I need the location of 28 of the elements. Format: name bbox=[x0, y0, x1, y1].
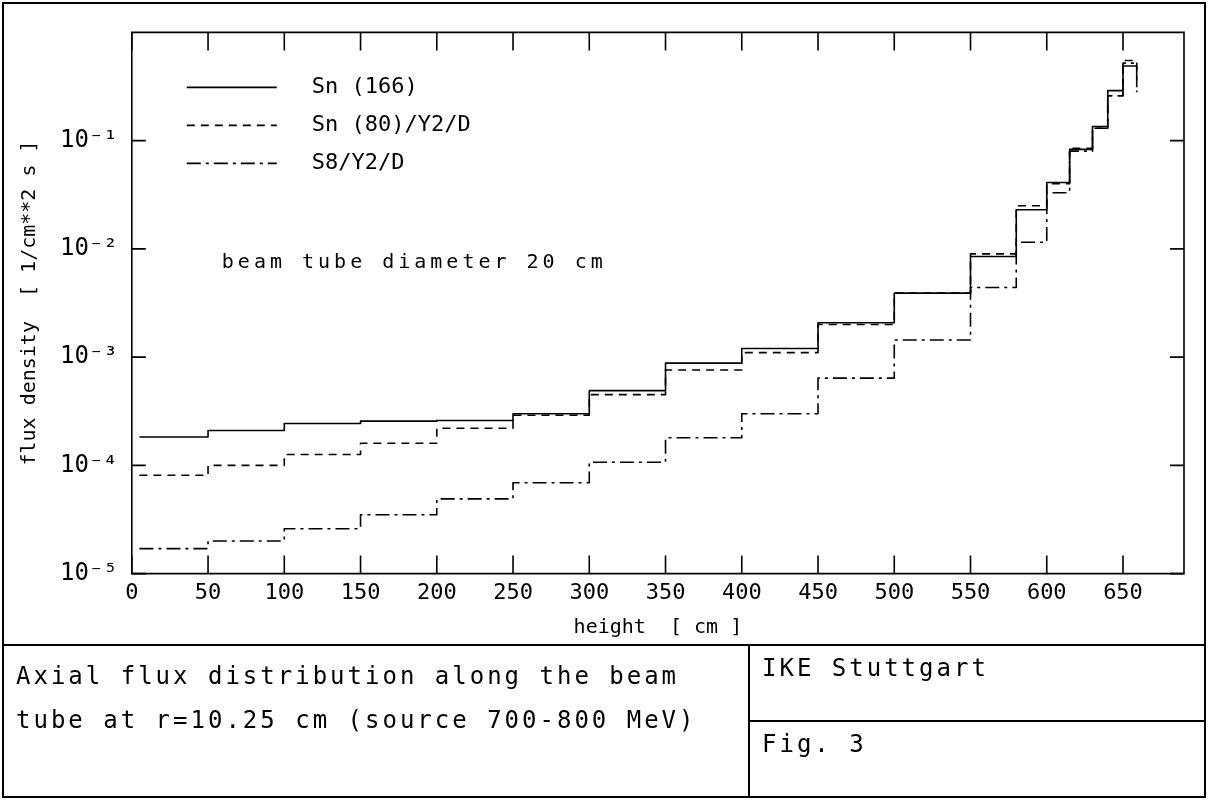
text: Axial flux distribution along the beam tube at r=10.25 cm (source 700-800 MeV) bbox=[4, 646, 750, 796]
y-axis-title: flux density [ 1/cm**2 s ] bbox=[16, 140, 41, 466]
x-tick-label: 350 bbox=[645, 578, 686, 604]
y-tick-label: 10⁻² bbox=[60, 233, 118, 262]
legend-label: Sn (80)/Y2/D bbox=[311, 111, 471, 137]
y-tick-label: 10⁻⁵ bbox=[60, 557, 118, 586]
x-tick-label: 200 bbox=[416, 578, 457, 604]
text: IKE Stuttgart bbox=[761, 653, 990, 684]
x-tick-label: 650 bbox=[1103, 578, 1143, 604]
x-tick-label: 450 bbox=[798, 578, 838, 604]
caption: Fig. 3 bbox=[750, 720, 1204, 796]
y-tick-label: 10⁻¹ bbox=[60, 124, 118, 153]
x-tick-label: 600 bbox=[1026, 578, 1067, 604]
x-tick-label: 400 bbox=[721, 578, 762, 604]
x-tick-label: 150 bbox=[340, 578, 381, 604]
y-tick-label: 10⁻³ bbox=[60, 341, 118, 370]
x-tick-label: 100 bbox=[264, 578, 305, 604]
legend-label: S8/Y2/D bbox=[311, 149, 405, 175]
annotation: beam tube diameter 20 cm bbox=[221, 248, 607, 273]
x-tick-label: 0 bbox=[125, 578, 139, 604]
legend-label: Sn (166) bbox=[311, 73, 418, 99]
x-tick-label: 550 bbox=[950, 578, 991, 604]
y-tick-label: 10⁻⁴ bbox=[60, 449, 118, 478]
x-axis-title: height [ cm ] bbox=[573, 614, 743, 639]
x-tick-label: 50 bbox=[194, 578, 222, 604]
x-tick-label: 250 bbox=[493, 578, 533, 604]
x-tick-label: 300 bbox=[569, 578, 610, 604]
x-tick-label: 500 bbox=[874, 578, 915, 604]
